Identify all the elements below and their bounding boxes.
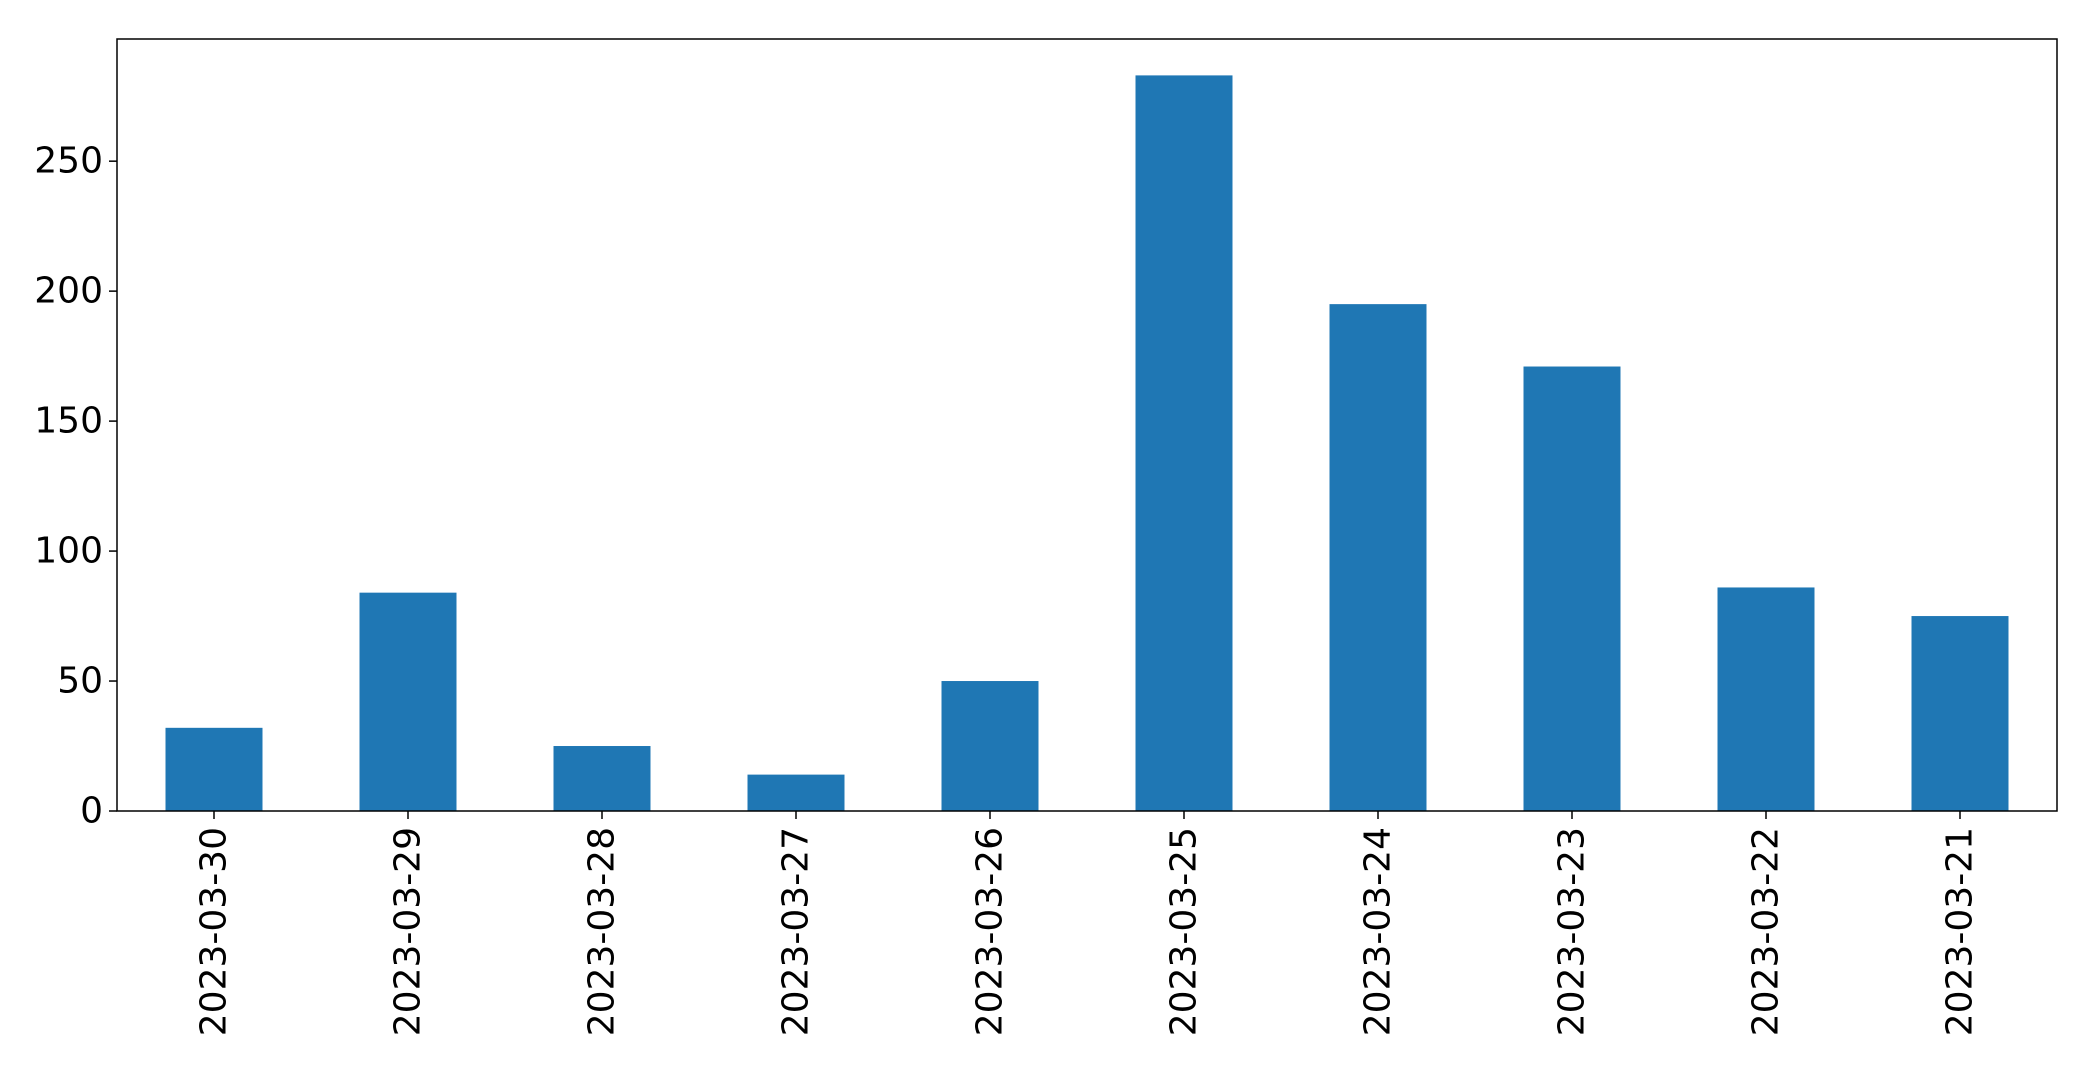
bar-2023-03-26 bbox=[941, 681, 1039, 811]
bars-layer bbox=[165, 75, 2009, 811]
y-tick-label: 0 bbox=[80, 791, 103, 832]
x-tick-label: 2023-03-27 bbox=[776, 827, 817, 1036]
bar-2023-03-24 bbox=[1329, 304, 1427, 811]
plot-frame bbox=[116, 38, 2058, 812]
bar-2023-03-29 bbox=[359, 592, 457, 811]
bar-2023-03-27 bbox=[747, 774, 845, 811]
bar-2023-03-21 bbox=[1911, 616, 2009, 811]
y-tick-label: 250 bbox=[34, 141, 103, 182]
bar-2023-03-25 bbox=[1135, 75, 1233, 811]
x-tick-label: 2023-03-29 bbox=[388, 827, 429, 1036]
x-tick-label: 2023-03-30 bbox=[194, 827, 235, 1036]
bar-2023-03-22 bbox=[1717, 587, 1815, 811]
y-tick-label: 150 bbox=[34, 401, 103, 442]
x-tick-label: 2023-03-26 bbox=[970, 827, 1011, 1036]
bar-2023-03-28 bbox=[553, 746, 651, 811]
x-axis: 2023-03-30 2023-03-29 2023-03-28 2023-03-27… bbox=[194, 811, 1981, 1036]
x-tick-label: 2023-03-23 bbox=[1552, 827, 1593, 1036]
x-tick-label: 2023-03-21 bbox=[1940, 827, 1981, 1036]
y-axis: 0 50 100 150 200 250 bbox=[34, 141, 117, 832]
y-tick-label: 50 bbox=[57, 661, 103, 702]
bar-2023-03-30 bbox=[165, 727, 263, 811]
bar-2023-03-23 bbox=[1523, 366, 1621, 811]
x-tick-label: 2023-03-28 bbox=[582, 827, 623, 1036]
y-tick-label: 100 bbox=[34, 531, 103, 572]
x-tick-label: 2023-03-24 bbox=[1358, 827, 1399, 1036]
x-tick-label: 2023-03-22 bbox=[1746, 827, 1787, 1036]
y-tick-label: 200 bbox=[34, 271, 103, 312]
x-tick-label: 2023-03-25 bbox=[1164, 827, 1205, 1036]
